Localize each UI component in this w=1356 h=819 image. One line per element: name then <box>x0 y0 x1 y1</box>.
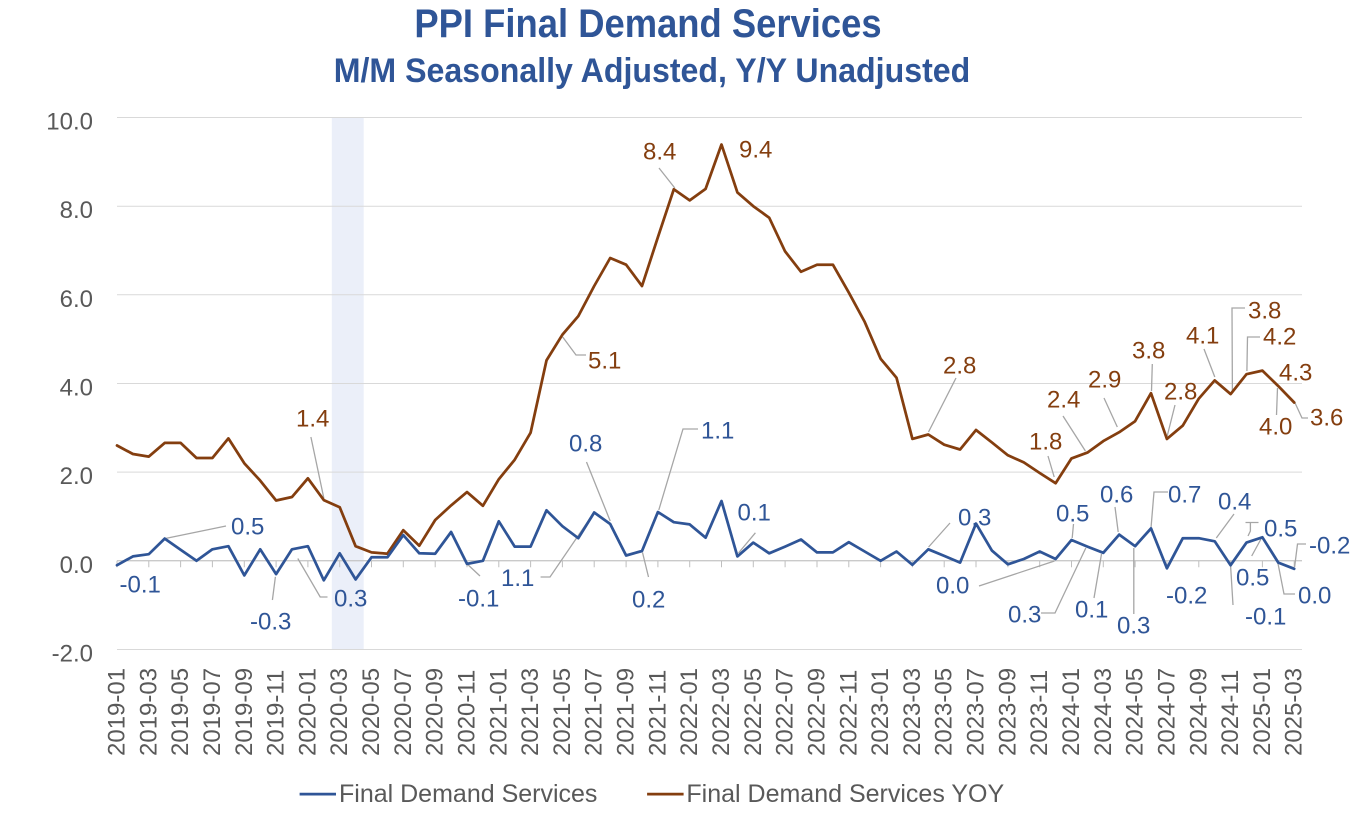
svg-text:2021-11: 2021-11 <box>644 670 671 756</box>
svg-text:0.2: 0.2 <box>632 587 665 614</box>
svg-text:2022-03: 2022-03 <box>708 668 735 756</box>
svg-text:Final Demand Services YOY: Final Demand Services YOY <box>686 780 1004 808</box>
svg-text:2022-07: 2022-07 <box>772 668 799 756</box>
svg-text:0.5: 0.5 <box>1264 516 1297 543</box>
svg-text:2019-09: 2019-09 <box>231 668 258 756</box>
svg-text:2025-03: 2025-03 <box>1281 668 1308 756</box>
svg-text:2.0: 2.0 <box>60 463 93 490</box>
svg-text:4.0: 4.0 <box>60 375 93 402</box>
svg-text:0.3: 0.3 <box>334 586 367 613</box>
svg-text:-0.1: -0.1 <box>120 572 161 599</box>
svg-text:2024-01: 2024-01 <box>1058 668 1085 756</box>
svg-text:0.3: 0.3 <box>1117 613 1150 640</box>
svg-text:2021-01: 2021-01 <box>485 668 512 756</box>
svg-text:2019-05: 2019-05 <box>167 668 194 756</box>
svg-text:2023-07: 2023-07 <box>963 668 990 756</box>
svg-text:2023-11: 2023-11 <box>1026 670 1053 756</box>
svg-text:2020-09: 2020-09 <box>422 668 449 756</box>
svg-text:8.4: 8.4 <box>643 139 676 166</box>
svg-text:0.6: 0.6 <box>1100 482 1133 509</box>
svg-text:0.0: 0.0 <box>1298 583 1331 610</box>
svg-text:2.9: 2.9 <box>1088 367 1121 394</box>
svg-text:2019-01: 2019-01 <box>104 668 131 756</box>
svg-text:2023-03: 2023-03 <box>899 668 926 756</box>
svg-text:2019-07: 2019-07 <box>199 668 226 756</box>
svg-text:2020-01: 2020-01 <box>294 668 321 756</box>
svg-text:2022-11: 2022-11 <box>835 670 862 756</box>
svg-text:0.3: 0.3 <box>958 505 991 532</box>
svg-text:9.4: 9.4 <box>739 137 772 164</box>
svg-text:1.1: 1.1 <box>701 418 734 445</box>
svg-text:0.3: 0.3 <box>1008 602 1041 629</box>
svg-text:4.1: 4.1 <box>1186 323 1219 350</box>
svg-text:2024-05: 2024-05 <box>1122 668 1149 756</box>
svg-text:1.1: 1.1 <box>501 565 534 592</box>
svg-text:2.4: 2.4 <box>1047 387 1080 414</box>
svg-text:8.0: 8.0 <box>60 197 93 224</box>
svg-text:1.8: 1.8 <box>1029 429 1062 456</box>
svg-text:2021-05: 2021-05 <box>549 668 576 756</box>
svg-text:0.0: 0.0 <box>60 552 93 579</box>
svg-text:-0.1: -0.1 <box>1245 604 1286 631</box>
svg-text:2024-09: 2024-09 <box>1185 668 1212 756</box>
svg-text:2020-05: 2020-05 <box>358 668 385 756</box>
svg-text:2023-05: 2023-05 <box>931 668 958 756</box>
svg-text:0.5: 0.5 <box>1236 565 1269 592</box>
svg-text:2.8: 2.8 <box>1164 379 1197 406</box>
svg-text:2024-11: 2024-11 <box>1217 670 1244 756</box>
svg-text:0.4: 0.4 <box>1218 489 1251 516</box>
svg-text:4.0: 4.0 <box>1259 414 1292 441</box>
svg-text:-0.2: -0.2 <box>1166 583 1207 610</box>
svg-text:5.1: 5.1 <box>588 348 621 375</box>
svg-text:-0.2: -0.2 <box>1309 533 1350 560</box>
svg-text:2023-09: 2023-09 <box>994 668 1021 756</box>
svg-text:0.0: 0.0 <box>936 573 969 600</box>
svg-text:4.3: 4.3 <box>1279 360 1312 387</box>
svg-text:6.0: 6.0 <box>60 286 93 313</box>
svg-text:2021-07: 2021-07 <box>581 668 608 756</box>
svg-text:2020-11: 2020-11 <box>454 670 481 756</box>
svg-text:-2.0: -2.0 <box>52 641 93 668</box>
svg-text:0.1: 0.1 <box>1075 597 1108 624</box>
svg-text:2.8: 2.8 <box>943 353 976 380</box>
svg-text:-0.3: -0.3 <box>250 609 291 636</box>
svg-text:PPI Final Demand Services: PPI Final Demand Services <box>414 1 881 46</box>
svg-text:2019-11: 2019-11 <box>263 670 290 756</box>
svg-text:1.4: 1.4 <box>296 406 329 433</box>
svg-text:0.7: 0.7 <box>1168 482 1201 509</box>
svg-text:2024-03: 2024-03 <box>1090 668 1117 756</box>
svg-text:Final Demand Services: Final Demand Services <box>339 780 597 808</box>
svg-text:2023-01: 2023-01 <box>867 668 894 756</box>
svg-text:2022-01: 2022-01 <box>676 668 703 756</box>
svg-text:2021-03: 2021-03 <box>517 668 544 756</box>
svg-text:-0.1: -0.1 <box>458 586 499 613</box>
svg-text:10.0: 10.0 <box>46 109 93 136</box>
svg-text:M/M Seasonally Adjusted, Y/Y U: M/M Seasonally Adjusted, Y/Y Unadjusted <box>334 52 970 90</box>
svg-text:2021-09: 2021-09 <box>613 668 640 756</box>
svg-text:3.6: 3.6 <box>1310 405 1343 432</box>
svg-text:4.2: 4.2 <box>1263 324 1296 351</box>
svg-text:3.8: 3.8 <box>1248 298 1281 325</box>
svg-text:0.5: 0.5 <box>1056 501 1089 528</box>
svg-text:0.5: 0.5 <box>231 514 264 541</box>
svg-text:2019-03: 2019-03 <box>135 668 162 756</box>
svg-text:3.8: 3.8 <box>1132 338 1165 365</box>
svg-text:0.1: 0.1 <box>738 500 771 527</box>
svg-text:2022-05: 2022-05 <box>740 668 767 756</box>
svg-text:2024-07: 2024-07 <box>1153 668 1180 756</box>
svg-text:2025-01: 2025-01 <box>1249 668 1276 756</box>
svg-text:2022-09: 2022-09 <box>804 668 831 756</box>
svg-text:2020-03: 2020-03 <box>326 668 353 756</box>
svg-text:0.8: 0.8 <box>569 431 602 458</box>
svg-text:2020-07: 2020-07 <box>390 668 417 756</box>
